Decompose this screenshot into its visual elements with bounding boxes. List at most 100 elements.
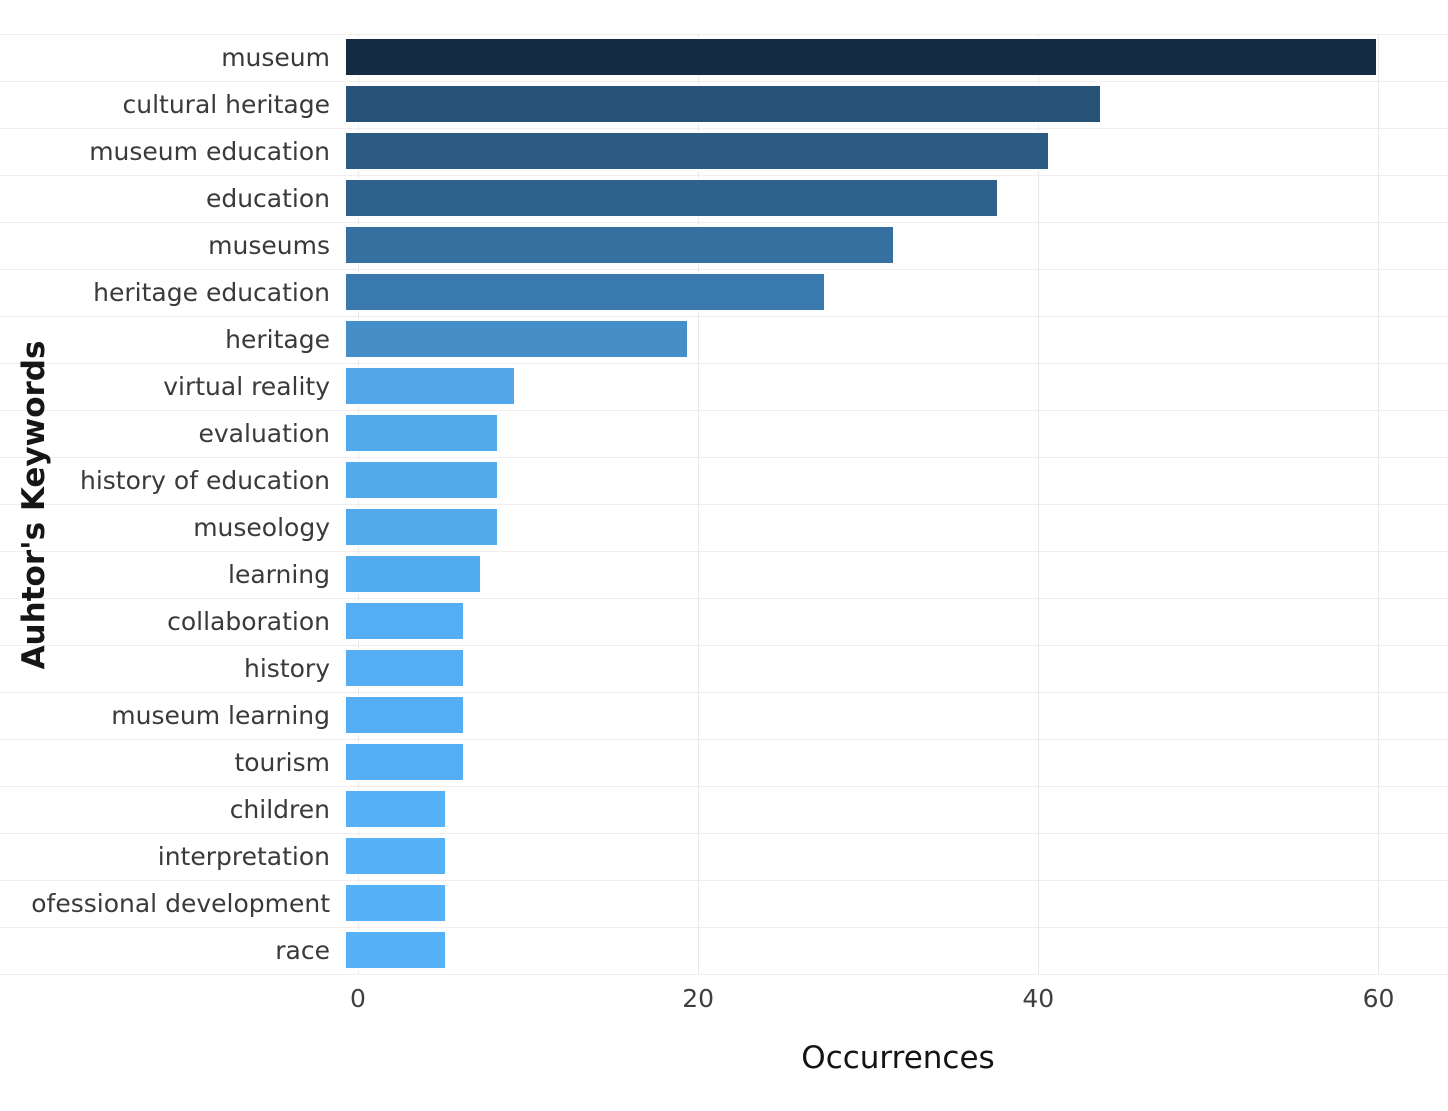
gridline-horizontal <box>0 504 1448 505</box>
bar <box>344 178 999 218</box>
category-label: ofessional development <box>31 889 330 918</box>
category-label: heritage <box>225 325 330 354</box>
bar-area <box>344 692 1438 739</box>
bar-area <box>344 927 1438 974</box>
bar-area <box>344 269 1438 316</box>
gridline-vertical <box>358 34 359 974</box>
bar <box>344 131 1051 171</box>
bar-row: museum education <box>0 128 1438 175</box>
x-tick-label: 20 <box>682 984 715 1013</box>
bar-row: children <box>0 786 1438 833</box>
category-label: museum learning <box>111 701 330 730</box>
gridline-horizontal <box>0 457 1448 458</box>
gridline-horizontal <box>0 974 1448 975</box>
category-label: collaboration <box>167 607 330 636</box>
bar <box>344 84 1103 124</box>
bar-area <box>344 128 1438 175</box>
x-axis-ticks: 0 20 40 60 <box>350 984 1438 1016</box>
x-tick-label: 0 <box>350 984 366 1013</box>
gridline-horizontal <box>0 81 1448 82</box>
gridline-horizontal <box>0 175 1448 176</box>
bar-area <box>344 598 1438 645</box>
gridline-vertical <box>698 34 700 974</box>
bar-row: evaluation <box>0 410 1438 457</box>
bar-row: museum <box>0 34 1438 81</box>
category-label: museology <box>193 513 330 542</box>
x-tick-label: 40 <box>1022 984 1055 1013</box>
category-label: race <box>275 936 330 965</box>
bar-row: heritage education <box>0 269 1438 316</box>
bar-area <box>344 551 1438 598</box>
bar-area <box>344 222 1438 269</box>
bar-row: learning <box>0 551 1438 598</box>
bar-row: race <box>0 927 1438 974</box>
gridline-horizontal <box>0 316 1448 317</box>
x-axis-title: Occurrences <box>801 1040 995 1076</box>
bar-area <box>344 175 1438 222</box>
bar-row: history <box>0 645 1438 692</box>
bar <box>344 366 517 406</box>
gridline-horizontal <box>0 927 1448 928</box>
bar-area <box>344 739 1438 786</box>
gridline-vertical <box>1378 34 1380 974</box>
gridline-horizontal <box>0 880 1448 881</box>
vertical-gridlines <box>358 34 1438 974</box>
category-label: evaluation <box>198 419 331 448</box>
bar-row: interpretation <box>0 833 1438 880</box>
category-label: cultural heritage <box>122 90 331 119</box>
gridline-horizontal <box>0 34 1448 35</box>
bar <box>344 742 465 782</box>
bar-area <box>344 833 1438 880</box>
category-label: history of education <box>79 466 330 495</box>
gridline-horizontal <box>0 692 1448 693</box>
gridline-horizontal <box>0 363 1448 364</box>
bar <box>344 460 500 500</box>
category-label: learning <box>228 560 330 589</box>
bar <box>344 319 689 359</box>
gridline-horizontal <box>0 598 1448 599</box>
gridline-horizontal <box>0 645 1448 646</box>
bar <box>344 695 465 735</box>
category-label: heritage education <box>93 278 330 307</box>
bar <box>344 648 465 688</box>
bar <box>344 930 448 970</box>
bar <box>344 272 827 312</box>
category-label: museum education <box>89 137 330 166</box>
bar-row: collaboration <box>0 598 1438 645</box>
gridline-horizontal <box>0 786 1448 787</box>
bar <box>344 789 448 829</box>
x-tick-label: 60 <box>1362 984 1395 1013</box>
bar-row: history of education <box>0 457 1438 504</box>
y-axis-title: Auhtor's Keywords <box>16 340 52 670</box>
bar-area <box>344 34 1438 81</box>
bar <box>344 37 1378 77</box>
bar <box>344 225 896 265</box>
bar <box>344 601 465 641</box>
bar-area <box>344 81 1438 128</box>
category-label: children <box>229 795 330 824</box>
category-label: museum <box>221 43 330 72</box>
bar-row: virtual reality <box>0 363 1438 410</box>
bar-area <box>344 504 1438 551</box>
gridline-vertical <box>1038 34 1040 974</box>
bar <box>344 507 500 547</box>
bar <box>344 413 500 453</box>
category-label: museums <box>208 231 330 260</box>
gridline-horizontal <box>0 222 1448 223</box>
bar-row: museums <box>0 222 1438 269</box>
gridline-horizontal <box>0 739 1448 740</box>
category-label: education <box>205 184 330 213</box>
gridline-horizontal <box>0 833 1448 834</box>
bar-area <box>344 645 1438 692</box>
category-label: history <box>244 654 330 683</box>
bar-row: heritage <box>0 316 1438 363</box>
category-label: interpretation <box>157 842 330 871</box>
gridline-horizontal <box>0 128 1448 129</box>
bar-area <box>344 457 1438 504</box>
bar-row: cultural heritage <box>0 81 1438 128</box>
bar-rows: museum cultural heritage museum education e… <box>0 34 1438 974</box>
bar-area <box>344 363 1438 410</box>
category-label: virtual reality <box>163 372 330 401</box>
bar-area <box>344 880 1438 927</box>
